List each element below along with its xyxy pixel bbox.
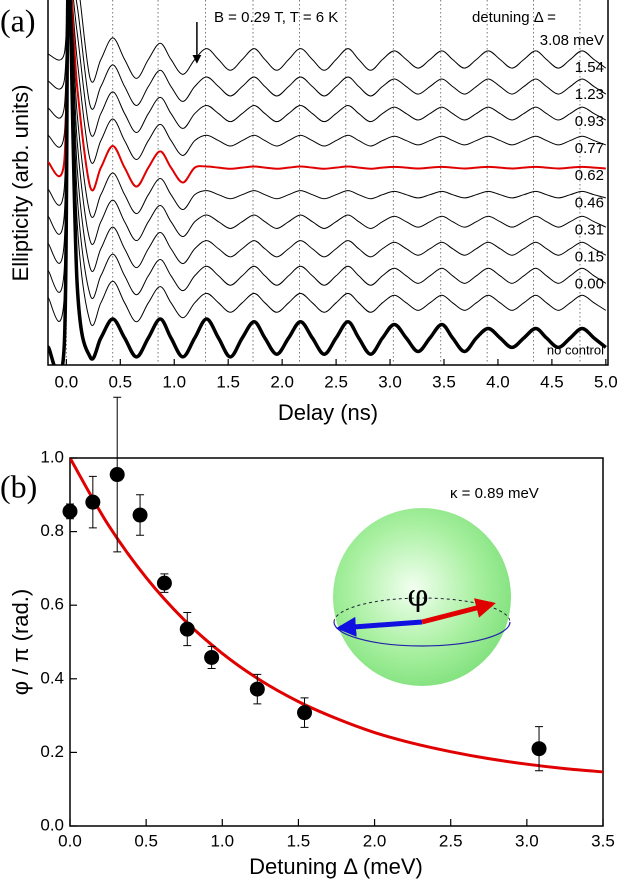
x-tick-label: 1.0 — [162, 372, 186, 391]
panel-label: (a) — [0, 2, 36, 38]
x-tick-label: 0.0 — [55, 372, 79, 391]
y-axis-title: φ / π (rad.) — [8, 589, 33, 695]
trace — [48, 0, 607, 83]
data-point — [62, 503, 78, 519]
plot-area — [48, 0, 607, 365]
equator-back — [333, 597, 511, 623]
x-tick-label: 1.0 — [210, 831, 234, 850]
data-point — [156, 575, 172, 591]
x-tick-label: 0.5 — [134, 831, 158, 850]
x-tick-label: 4.5 — [540, 372, 564, 391]
trace — [48, 0, 607, 299]
data-point — [204, 649, 220, 665]
series-label: 0.46 — [575, 194, 604, 211]
x-axis-title: Detuning Δ (meV) — [249, 854, 423, 879]
axes-frame — [69, 457, 604, 827]
arrow — [336, 616, 423, 637]
y-tick-label: 0.0 — [40, 815, 64, 834]
axes-frame — [47, 0, 609, 366]
trace — [48, 0, 606, 192]
series-label: 0.15 — [575, 248, 604, 265]
data-point — [179, 621, 195, 637]
trace — [48, 0, 607, 110]
series-label: 0.31 — [575, 221, 604, 238]
x-tick-label: 1.5 — [216, 372, 240, 391]
trace — [48, 0, 606, 218]
data-point — [85, 494, 101, 510]
annotation: κ = 0.89 meV — [450, 485, 539, 502]
x-tick-label: 0.5 — [108, 372, 132, 391]
y-tick-label: 0.2 — [40, 742, 64, 761]
trace — [48, 0, 607, 245]
trace — [48, 0, 607, 164]
series-label: 1.54 — [575, 59, 604, 76]
data-point — [531, 741, 547, 757]
x-tick-label: 2.0 — [270, 372, 294, 391]
x-tick-label: 5.0 — [594, 372, 618, 391]
x-tick-label: 0.0 — [58, 831, 82, 850]
x-tick-label: 2.5 — [324, 372, 348, 391]
panel-label: (b) — [0, 468, 37, 504]
fit-curve — [70, 458, 603, 774]
x-tick-label: 3.5 — [591, 831, 615, 850]
series-label: 0.62 — [575, 167, 604, 184]
trace — [48, 0, 607, 272]
x-axis-title: Delay (ns) — [278, 400, 378, 425]
data-point — [297, 705, 313, 721]
trace — [48, 0, 607, 365]
data-point — [249, 681, 265, 697]
trace — [48, 0, 607, 137]
trace — [48, 0, 607, 326]
y-tick-label: 0.4 — [40, 668, 64, 687]
x-tick-label: 3.0 — [378, 372, 402, 391]
panel-a: (a) Ellipticity (arb. units) Delay (ns) … — [0, 0, 618, 425]
y-axis-title: Ellipticity (arb. units) — [8, 85, 33, 282]
x-tick-label: 3.5 — [432, 372, 456, 391]
series-label: 0.77 — [575, 140, 604, 157]
series-label: 0.00 — [575, 275, 604, 292]
x-tick-label: 3.0 — [515, 831, 539, 850]
y-tick-label: 1.0 — [40, 447, 64, 466]
panel-b: (b) φ / π (rad.) Detuning Δ (meV) κ = 0.… — [0, 396, 615, 879]
series-label: 0.93 — [575, 113, 604, 130]
bloch-sphere-inset: φ — [333, 508, 511, 686]
series-label: 3.08 meV — [540, 32, 604, 49]
y-tick-label: 0.8 — [40, 521, 64, 540]
plot-area — [70, 458, 603, 774]
x-tick-label: 1.5 — [287, 831, 311, 850]
arrow — [421, 598, 496, 625]
x-tick-label: 4.0 — [486, 372, 510, 391]
series-label: no control — [547, 342, 604, 357]
data-point — [132, 507, 148, 523]
sphere — [333, 508, 511, 686]
inset-label: φ — [407, 579, 428, 614]
data-point — [109, 467, 125, 483]
x-tick-label: 2.5 — [439, 831, 463, 850]
y-tick-label: 0.6 — [40, 595, 64, 614]
series-label: 1.23 — [575, 86, 604, 103]
annotation: detuning Δ = — [472, 9, 556, 26]
annotation: B = 0.29 T, T = 6 K — [214, 9, 338, 26]
x-tick-label: 2.0 — [363, 831, 387, 850]
